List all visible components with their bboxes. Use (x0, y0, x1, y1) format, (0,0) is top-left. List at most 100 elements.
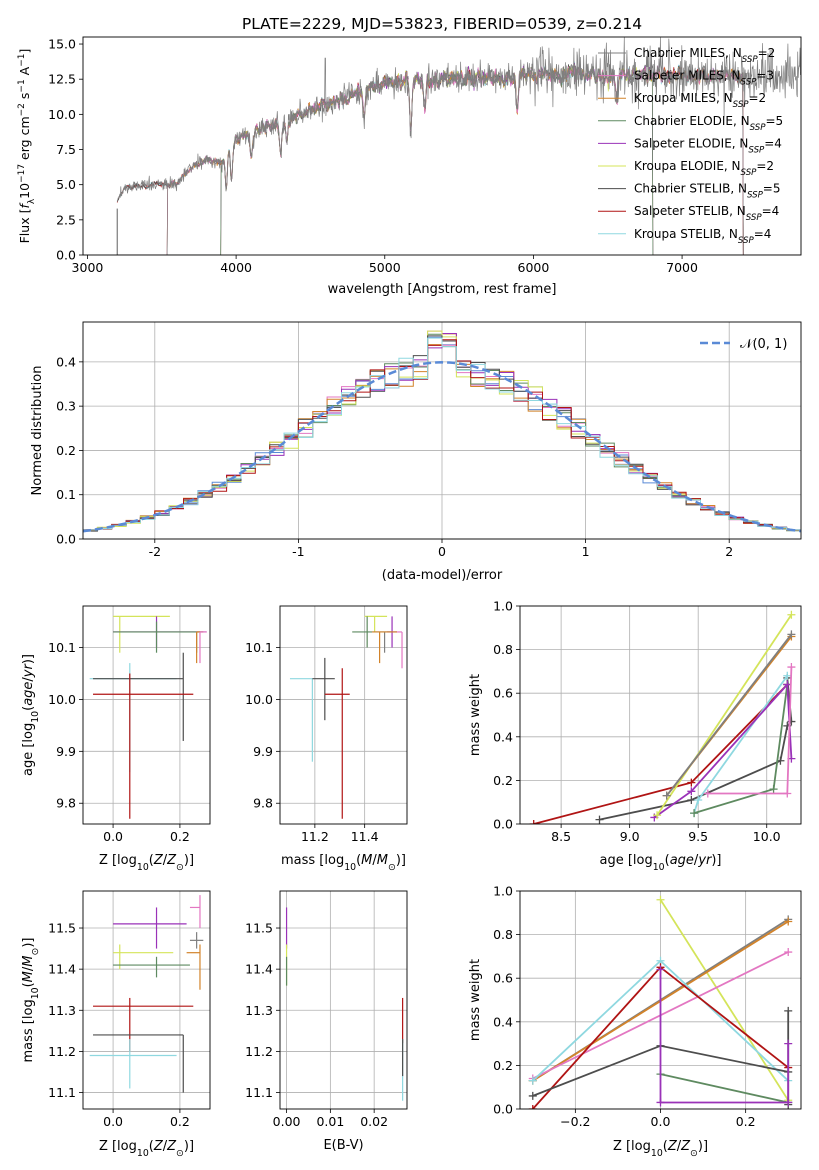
y-tick-label: 11.1 (245, 1085, 273, 1100)
y-tick-label: 0.0 (493, 1102, 513, 1117)
x-tick-label: 0.02 (360, 1114, 388, 1129)
x-tick-label: 1 (582, 544, 590, 559)
series-marker (656, 1098, 665, 1107)
plot-age-vs-Z (89, 615, 207, 819)
legend-entry: Salpeter STELIB, NSSP=4 (634, 204, 779, 223)
legend-entry: Kroupa MILES, NSSP=2 (634, 91, 766, 110)
axes-frame (82, 36, 802, 256)
axes-frame (279, 605, 408, 825)
y-axis-label: mass [log10(M/M⊙)] (21, 938, 41, 1063)
series-salpeter-miles (703, 663, 796, 798)
errorbar-salpeter-miles (189, 895, 201, 929)
hist-kroupa-stelib (83, 337, 801, 531)
y-tick-label: 10.0 (48, 692, 76, 707)
axes-residuals: -2 -1 0 1 2 0.0 0.1 0.2 0.3 0.4 𝒩(0, 1) (data-model… (30, 321, 802, 583)
series-marker (690, 809, 699, 818)
series-line (533, 683, 788, 824)
x-tick-label: 0.0 (103, 1114, 123, 1129)
errorbar-chabrier-elodie (113, 956, 190, 978)
x-tick-label: 11.4 (351, 829, 379, 844)
errorbar-salpeter-stelib (93, 997, 194, 1052)
x-tick-label: 2 (725, 544, 733, 559)
series-marker (783, 671, 792, 680)
errorbar-chabrier-miles (189, 932, 204, 949)
y-tick-label: 0.4 (493, 1014, 513, 1029)
errorbar-chabrier-stelib (93, 1034, 184, 1093)
errorbar-chabrier-elodie (113, 621, 197, 653)
legend-entry: 𝒩(0, 1) (740, 337, 787, 352)
y-tick-label: 9.8 (253, 796, 273, 811)
series-marker (687, 796, 696, 805)
x-tick-label: 7000 (666, 260, 698, 275)
y-tick-label: 1.0 (493, 599, 513, 614)
x-tick-label: 0.2 (170, 829, 190, 844)
series-marker (787, 630, 796, 639)
series-marker (529, 820, 538, 824)
y-tick-label: 10.1 (48, 640, 76, 655)
y-tick-label: 7.5 (56, 142, 76, 157)
y-tick-label: 0.4 (493, 729, 513, 744)
errorbar-kroupa-stelib (89, 1039, 177, 1089)
y-tick-label: 10.1 (245, 640, 273, 655)
x-tick-label: −0.2 (560, 1114, 590, 1129)
x-tick-label: 0.2 (170, 1114, 190, 1129)
x-tick-label: 0.2 (736, 1114, 756, 1129)
x-axis-label: age [log10(age/yr)] (599, 853, 721, 873)
y-axis-label: age [log10(age/yr)] (21, 654, 41, 776)
errorbar-kroupa-elodie (364, 615, 388, 632)
series-marker (653, 811, 662, 820)
errorbar-kroupa-stelib (289, 678, 313, 762)
plot-spectrum (116, 37, 801, 255)
y-axis-label: Normed distribution (30, 366, 45, 496)
y-tick-label: 11.1 (48, 1085, 76, 1100)
errorbar-salpeter-elodie (113, 907, 187, 949)
y-tick-label: 2.5 (56, 212, 76, 227)
errorbar-kroupa-miles (186, 944, 201, 990)
axes-mass-weight-vs-Z: −0.2 0.0 0.2 0.0 0.2 0.4 0.6 0.8 1.0 Z [log10(Z/Z… (468, 884, 802, 1159)
x-axis-label: wavelength [Angstrom, rest frame] (328, 282, 557, 297)
series-marker (787, 663, 796, 672)
axes-mass-vs-EBV: 0.00 0.01 0.02 11.1 11.2 11.3 11.4 11.5 E(B-V) (245, 890, 408, 1153)
plot-mass-weight-vs-age (529, 610, 796, 824)
y-tick-label: 0.6 (493, 971, 513, 986)
axes-frame (519, 605, 802, 825)
series-marker (783, 789, 792, 798)
series-marker (784, 1039, 793, 1048)
axes-age-vs-Z: 0.0 0.2 9.8 9.9 10.0 10.1 Z [log10(Z/Z⊙)] age [… (21, 605, 211, 873)
series-marker (656, 965, 665, 974)
errorbar-kroupa-elodie (113, 615, 170, 653)
series-marker (787, 610, 796, 619)
y-tick-label: 0.6 (493, 686, 513, 701)
x-tick-label: 0.0 (651, 1114, 671, 1129)
series-marker (656, 895, 665, 904)
y-tick-label: 0.2 (493, 773, 513, 788)
x-axis-label: Z [log10(Z/Z⊙)] (99, 853, 194, 873)
y-tick-label: 11.3 (245, 1003, 273, 1018)
y-tick-label: 10.0 (48, 107, 76, 122)
x-tick-label: 9.0 (620, 829, 640, 844)
legend-entry: Kroupa ELODIE, NSSP=2 (634, 159, 774, 178)
plot-mass-vs-Z (89, 895, 204, 1093)
errorbar-salpeter-stelib (93, 673, 194, 819)
y-axis-label: Flux [fλ10−17 erg cm−2 s−1 A−1] (17, 49, 37, 244)
x-tick-label: 3000 (72, 260, 104, 275)
x-tick-label: 5000 (369, 260, 401, 275)
y-tick-label: 1.0 (493, 884, 513, 899)
series-marker (784, 1098, 793, 1107)
x-axis-label: Z [log10(Z/Z⊙)] (99, 1139, 194, 1159)
series-marker (595, 815, 604, 824)
series-marker (687, 778, 696, 787)
axes-frame (82, 890, 211, 1110)
x-axis-label: mass [log10(M/M⊙)] (281, 853, 406, 873)
series-line (656, 614, 793, 816)
legend-entry: Salpeter ELODIE, NSSP=4 (634, 136, 782, 155)
series-marker (694, 796, 703, 805)
y-tick-label: 15.0 (48, 37, 76, 52)
axes-mass-weight-vs-age: 8.5 9.0 9.5 10.0 0.0 0.2 0.4 0.6 0.8 1.0 age [log1… (468, 599, 802, 873)
series-marker (769, 785, 778, 794)
y-axis-label: mass weight (468, 674, 483, 756)
y-tick-label: 0.8 (493, 642, 513, 657)
series-marker (703, 789, 712, 798)
y-tick-label: 5.0 (56, 177, 76, 192)
